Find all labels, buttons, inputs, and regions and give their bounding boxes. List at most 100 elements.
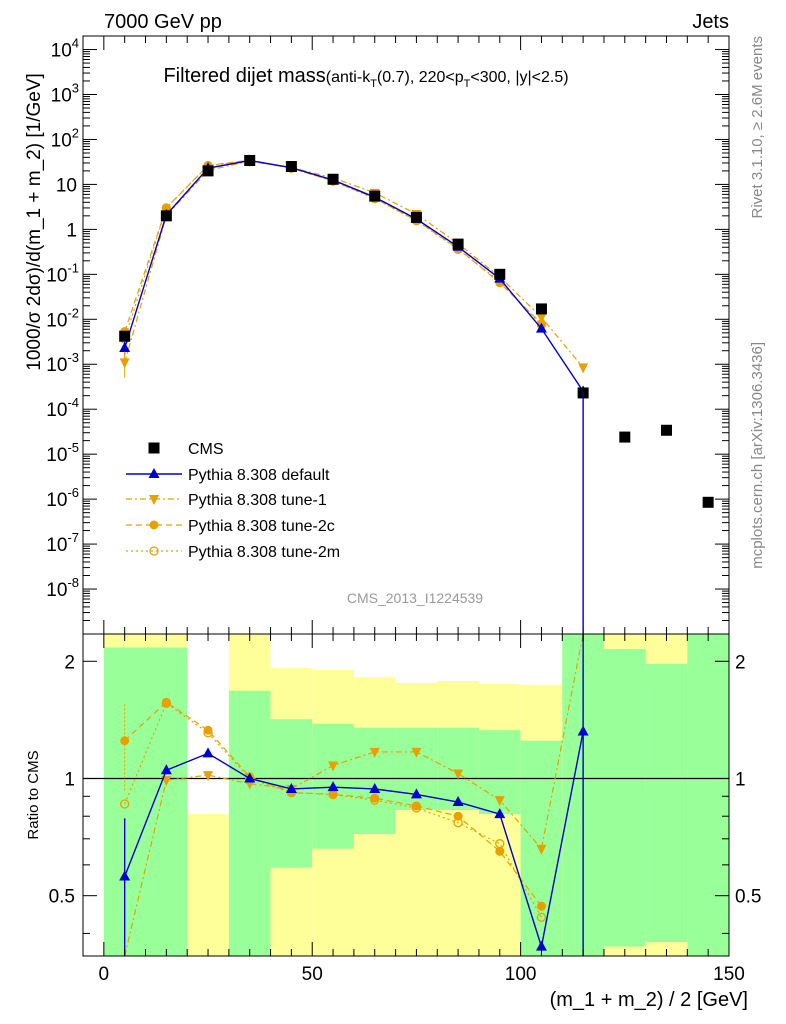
ratio-y-tick-label-right: 2 [735,652,746,673]
ratio-panel: 0.5 0.5 1 1 2 2 0 50 100 150 Ratio to CMS (m_1 + … [25,633,761,1011]
ratio-frame [82,633,730,957]
ratio-series-line [124,731,584,947]
data-point [119,330,131,342]
y-tick-label: 1 [66,220,77,241]
band-inner [645,663,688,943]
data-point [160,210,172,222]
legend-marker [149,495,159,505]
ratio-point [328,789,338,799]
series-line [124,159,542,332]
tick-exponent: -8 [67,575,79,590]
tick-base: 10 [46,490,67,511]
tick-base: 10 [46,445,67,466]
tick-base: 10 [46,400,67,421]
band-inner [145,647,188,956]
ratio-point [536,844,547,855]
x-tick-label: 150 [713,964,745,985]
data-point [369,190,381,202]
ratio-point [411,801,421,811]
y-axis-label: 1000/σ 2dσ)/d(m_1 + m_2) [1/GeV] [24,73,45,371]
x-tick-label: 50 [302,964,323,985]
data-point [452,238,464,250]
ratio-point [161,776,172,787]
ratio-point [495,846,505,856]
title-suffix-5: <300, |y|<2.5) [470,69,568,86]
ratio-point [160,764,172,775]
data-point [244,155,256,167]
ratio-point [327,781,339,792]
ratio-point [370,793,380,803]
y-tick-label: 10-6 [46,485,79,511]
title-suffix-4: T [464,78,471,90]
y-tick-label: 10-7 [46,530,79,556]
tick-base: 10 [56,175,77,196]
data-point [327,173,339,185]
series-line [124,160,584,368]
tick-base: 10 [46,580,67,601]
tick-exponent: 4 [72,36,79,51]
tick-exponent: -4 [67,395,79,410]
data-point [161,203,171,213]
tick-exponent: -7 [67,530,79,545]
ratio-y-tick-label-right: 1 [735,769,746,790]
ratio-bands [83,634,729,956]
y-tick-label: 103 [51,80,79,106]
y-tick-label: 102 [51,125,79,151]
y-tick-label: 10-4 [46,395,79,421]
band-outer-low [353,834,396,956]
band-outer-low [395,809,438,956]
ratio-point [536,912,547,922]
ratio-ticks: 0.5 0.5 1 1 2 2 0 50 100 150 [49,634,761,985]
data-point [410,211,422,223]
title-suffix-2: T [370,78,377,90]
main-frame [82,35,730,635]
main-panel: Filtered dijet mass(anti-kT(0.7), 220<pT… [24,35,730,635]
ratio-point [369,747,380,758]
legend-label: Pythia 8.308 tune-2c [188,518,335,535]
y-tick-label: 104 [51,36,79,62]
mcplots-label: mcplots.cern.ch [arXiv:1306.3436] [749,342,766,569]
header-left: 7000 GeV pp [104,11,222,33]
legend-marker [149,546,159,556]
tick-base: 10 [46,355,67,376]
legend: CMS Pythia 8.308 default Pythia 8.308 tune… [126,441,340,561]
main-y-ticks: 10-810-710-610-510-410-310-210-111010210… [46,35,730,635]
tick-base: 1 [66,220,77,241]
main-title-text: Filtered dijet mass [163,65,325,87]
band-outer-low [187,814,229,956]
band-outer-top [603,634,646,650]
ratio-point [494,808,506,819]
series-line [124,159,542,340]
y-tick-label: 10-8 [46,575,79,601]
data-point [536,313,547,324]
series-line [124,159,584,392]
ratio-point [203,725,213,735]
legend-marker [148,468,160,478]
ratio-point [161,697,171,707]
band-inner [687,634,729,956]
tick-exponent: 3 [72,80,79,95]
analysis-id: CMS_2013_I1224539 [347,590,483,606]
ratio-point [410,788,422,799]
y-tick-label: 10-1 [46,260,79,286]
ratio-series-line [124,702,542,918]
x-tick-label: 100 [505,964,537,985]
legend-marker [149,520,159,530]
title-suffix-1: (anti-k [326,69,371,86]
tick-base: 10 [46,265,67,286]
data-point [202,165,214,177]
ratio-y-tick-label: 0.5 [49,887,75,908]
data-point [660,424,672,436]
data-point [285,161,297,173]
tick-exponent: -2 [67,305,79,320]
tick-base: 10 [51,41,72,62]
ratio-point [369,782,381,793]
ratio-y-tick-label: 1 [64,769,75,790]
tick-exponent: -5 [67,440,79,455]
legend-marker [148,442,160,454]
ratio-point [494,796,505,807]
tick-base: 10 [51,85,72,106]
ratio-point [244,772,256,783]
ratio-point [452,796,464,807]
